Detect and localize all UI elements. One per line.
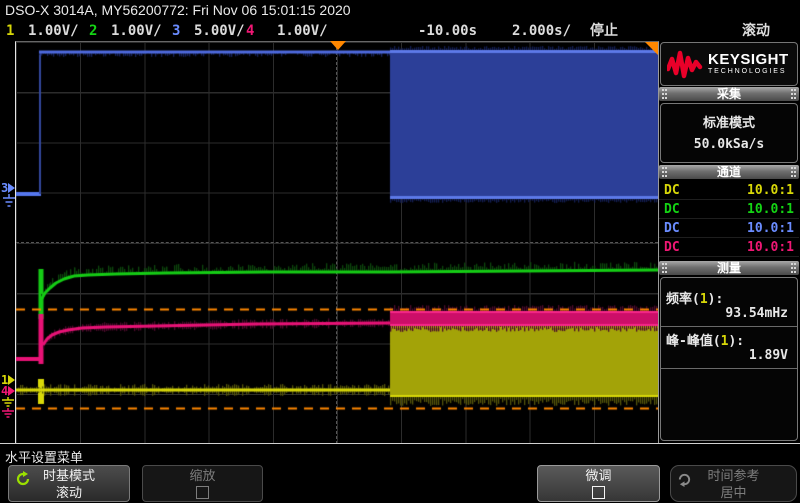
channel-4-scale[interactable]: 1.00V/ [277,23,328,39]
acquisition-header-label: 采集 [716,87,741,101]
sample-rate: 50.0kSa/s [693,137,765,152]
brand-name: KEYSIGHT [708,51,789,68]
time-reference-label: 时间参考 [707,469,760,484]
ch4-ground-marker: 4 [1,384,16,419]
grip-dots-icon [791,263,796,273]
ch3-marker-label: 3 [1,181,9,195]
zoom-checkbox[interactable] [196,486,209,499]
fine-adjust-button[interactable]: 微调 [537,465,660,502]
measurement-1-value: 93.54mHz [725,306,788,321]
zoom-label: 缩放 [189,469,216,484]
channel-list: DC 10.0:1 DC 10.0:1 DC 10.0:1 DC 10.0:1 [659,181,799,257]
channel-1-badge[interactable]: 1 [6,23,15,39]
fine-adjust-checkbox[interactable] [592,486,605,499]
timebase-mode-value: 滚动 [55,486,82,501]
status-bar: 1 1.00V/ 2 1.00V/ 3 5.00V/ 4 1.00V/ -10.… [0,21,800,41]
channel-1-scale[interactable]: 1.00V/ [28,23,79,39]
ch1-marker-label: 1 [1,373,9,387]
channel-2-scale[interactable]: 1.00V/ [111,23,162,39]
meas1-label-text: 频率( [666,292,700,307]
meas2-label-text: 峰-峰值( [666,334,721,349]
ch4-arrow-icon [8,386,16,396]
ch3-ground-icon [3,194,15,207]
ch2-coupling: DC [664,202,680,217]
brand-subtitle: TECHNOLOGIES [708,68,787,75]
channel-3-scale[interactable]: 5.00V/ [194,23,245,39]
instrument-title: DSO-X 3014A, MY56200772: Fri Nov 06 15:0… [5,2,351,18]
acquisition-mode: 标准模式 [702,116,755,131]
meas1-source-number: 1 [699,292,708,307]
measurement-2-value: 1.89V [748,348,788,363]
brand-panel: KEYSIGHT TECHNOLOGIES [660,42,798,86]
ch1-probe-ratio: 10.0:1 [747,183,794,198]
grip-dots-icon [662,89,667,99]
menu-title: 水平设置菜单 [5,451,84,466]
ch2-probe-ratio: 10.0:1 [747,202,794,217]
timebase-scale[interactable]: 2.000s/ [512,23,572,39]
measurement-1-label: 频率(1): [666,288,723,307]
rotate-icon [16,471,30,486]
zoom-button[interactable]: 缩放 [142,465,263,502]
info-sidebar: KEYSIGHT TECHNOLOGIES 采集 标准模式 50.0kSa/s … [659,41,800,443]
measurements-header-label: 测量 [716,261,741,275]
meas2-label-suffix: ): [728,334,745,349]
rotate-icon [678,473,691,487]
divider [661,368,797,369]
timebase-mode-label: 时基模式 [42,469,95,484]
grip-dots-icon [662,263,667,273]
waveform-display [16,42,658,444]
time-reference-marker-icon[interactable] [330,41,346,50]
meas1-label-suffix: ): [707,292,724,307]
channels-header-label: 通道 [716,165,741,179]
fine-adjust-label: 微调 [585,469,612,484]
acquisition-section-header[interactable]: 采集 [659,87,799,101]
ch1-arrow-icon [8,375,16,385]
channel-3-row[interactable]: DC 10.0:1 [659,219,799,238]
channel-3-badge[interactable]: 3 [172,23,181,39]
time-reference-button[interactable]: 时间参考 居中 [670,465,797,502]
acquisition-panel: 标准模式 50.0kSa/s [660,103,798,163]
ch4-coupling: DC [664,240,680,255]
channel-2-row[interactable]: DC 10.0:1 [659,200,799,219]
ch3-ground-marker: 3 [1,182,16,208]
ch4-probe-ratio: 10.0:1 [747,240,794,255]
run-state[interactable]: 停止 [590,23,618,39]
time-reference-value: 居中 [720,486,747,501]
measurement-2-label: 峰-峰值(1): [666,330,744,349]
waveform-graticule [15,41,659,445]
meas2-source-number: 1 [720,334,729,349]
measurements-section-header[interactable]: 测量 [659,261,799,275]
ch3-arrow-icon [8,183,16,193]
ch3-probe-ratio: 10.0:1 [747,221,794,236]
grip-dots-icon [791,89,796,99]
timebase-mode-button[interactable]: 时基模式 滚动 [8,465,130,502]
channel-1-row[interactable]: DC 10.0:1 [659,181,799,200]
trigger-offscreen-marker-icon [645,42,658,55]
channel-4-badge[interactable]: 4 [246,23,255,39]
divider [661,326,797,327]
horizontal-mode: 滚动 [742,23,770,39]
channel-4-row[interactable]: DC 10.0:1 [659,238,799,257]
channels-section-header[interactable]: 通道 [659,165,799,179]
grip-dots-icon [791,167,796,177]
horizontal-delay[interactable]: -10.00s [418,23,478,39]
ch1-ground-marker: 1 [1,373,16,387]
grip-dots-icon [662,167,667,177]
channel-2-badge[interactable]: 2 [89,23,98,39]
softkey-menu: 水平设置菜单 时基模式 滚动 缩放 微调 时间参考 居中 [0,443,800,503]
ch3-coupling: DC [664,221,680,236]
keysight-spark-icon [667,50,703,79]
measurements-panel: 频率(1): 93.54mHz 峰-峰值(1): 1.89V [660,277,798,441]
ch1-ch4-ground-icon [2,397,14,418]
ch4-marker-label: 4 [1,384,9,398]
ch1-coupling: DC [664,183,680,198]
